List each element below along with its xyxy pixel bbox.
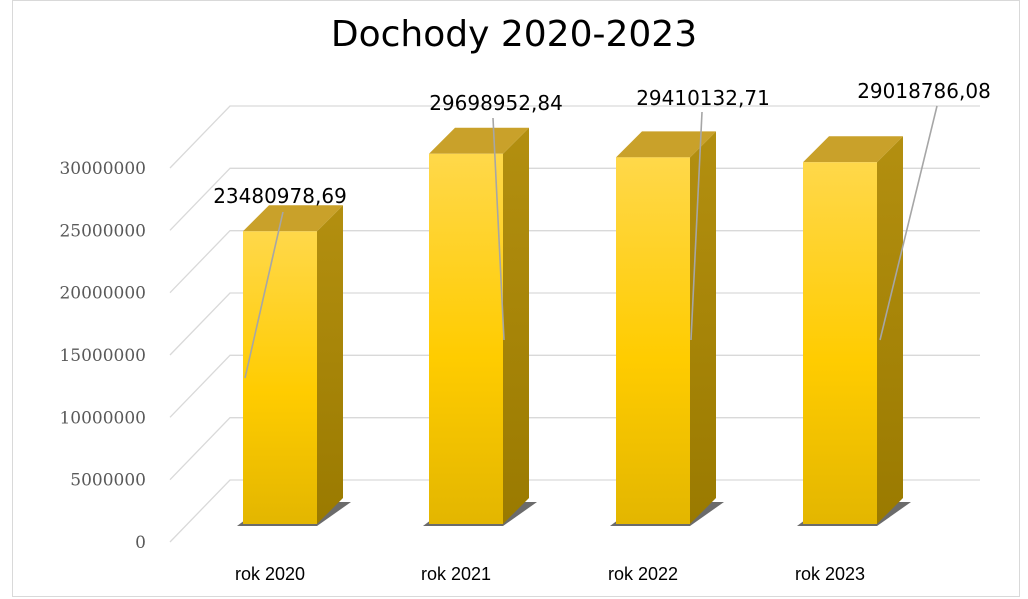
x-tick-label: rok 2022 [608,564,678,584]
bar-top [429,127,529,154]
gridline [169,417,980,481]
bar [423,127,537,526]
gridline [169,292,980,356]
gridline [169,105,980,169]
leader-line [244,211,284,379]
gridline [169,354,980,418]
y-tick-label: 15000000 [59,346,146,366]
y-tick-label: 25000000 [59,221,146,241]
x-tick-label: rok 2021 [421,564,491,584]
x-tick-label: rok 2020 [235,564,305,584]
y-tick-label: 30000000 [59,159,146,179]
gridline [169,230,980,294]
bar-top [243,205,343,232]
data-label: 29410132,71 [636,86,770,110]
gridline [169,167,980,231]
y-tick-label: 5000000 [70,471,146,491]
data-labels: 23480978,69 29698952,84 29410132,71 2901878… [213,79,991,379]
bar [237,205,351,526]
bars [237,127,911,526]
bar-front [616,157,690,524]
data-label: 29018786,08 [857,79,991,103]
leader-line [690,111,703,341]
data-label: 23480978,69 [213,184,347,208]
bar [610,131,724,526]
bar-side [690,131,716,524]
y-axis: 0 5000000 10000000 15000000 20000000 25000000… [59,159,146,553]
chart-title: Dochody 2020-2023 [330,14,698,55]
bar [797,136,911,526]
bar-side [317,205,343,525]
data-label: 29698952,84 [429,91,563,115]
y-tick-label: 10000000 [59,408,146,428]
y-tick-label: 0 [135,533,146,553]
bar-top [803,136,903,163]
x-tick-label: rok 2023 [795,564,865,584]
gridlines [169,105,980,543]
bar-side [503,127,529,524]
leader-line [879,105,938,341]
x-axis: rok 2020 rok 2021 rok 2022 rok 2023 [235,564,865,584]
bar-front [429,153,503,524]
leader-line [492,117,505,341]
bar-front [243,231,317,525]
gridline [169,479,980,543]
bar-side [877,136,903,524]
bar-front [803,162,877,524]
y-tick-label: 20000000 [59,284,146,304]
bar-top [616,131,716,158]
